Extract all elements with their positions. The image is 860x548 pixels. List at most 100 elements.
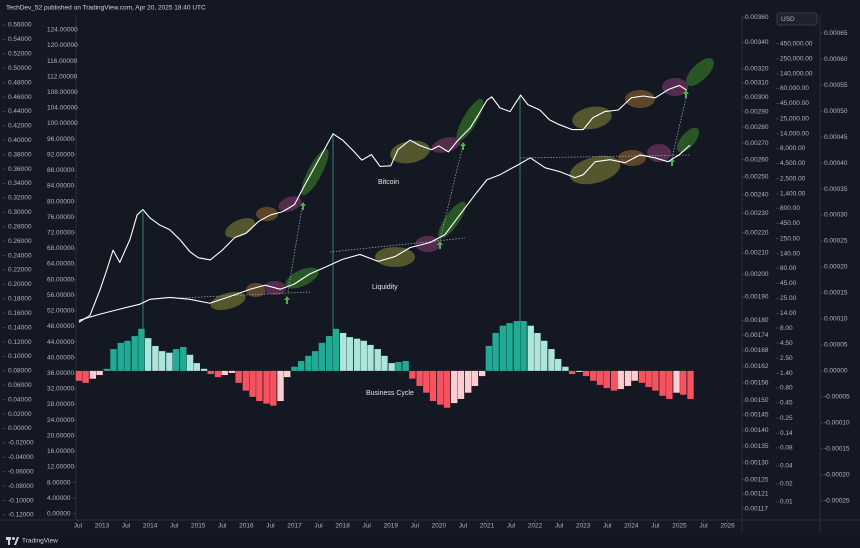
y-tick-label: 0.00290 xyxy=(745,109,769,116)
bar xyxy=(492,332,499,371)
footer-logo xyxy=(6,537,19,545)
bar xyxy=(82,370,89,383)
x-tick-label: Jul xyxy=(459,523,468,530)
currency[interactable]: USD xyxy=(781,16,795,23)
x-tick-label: 2022 xyxy=(528,523,543,530)
bar xyxy=(513,321,520,371)
bar xyxy=(172,349,180,371)
ellipse xyxy=(431,137,461,153)
bar xyxy=(429,370,437,402)
y-tick-label: 0.04000 xyxy=(8,396,32,403)
x-tick-label: Jul xyxy=(411,523,420,530)
y-tick-label: -0.00015 xyxy=(824,446,850,453)
x-tick-label: Jul xyxy=(362,523,371,530)
y-tick-label: 88.00000 xyxy=(47,167,74,174)
y-tick-label: 0.00162 xyxy=(745,363,769,370)
y-tick-label: 800.00 xyxy=(780,205,800,212)
bar xyxy=(576,370,583,372)
y-tick-label: 0.04 xyxy=(780,463,793,470)
bar xyxy=(402,361,409,371)
bar xyxy=(207,370,214,375)
bar xyxy=(374,349,381,371)
bar xyxy=(214,370,222,378)
ellipse xyxy=(390,140,430,164)
bar xyxy=(534,332,541,371)
x-tick-label: Jul xyxy=(122,523,131,530)
bar xyxy=(395,362,402,371)
y-tick-label: 0.00135 xyxy=(745,443,769,450)
bar xyxy=(318,342,326,371)
y-tick-label: -0.02000 xyxy=(8,440,34,447)
x-tick-label: Jul xyxy=(314,523,323,530)
bar xyxy=(638,370,646,383)
bar xyxy=(451,370,458,404)
y-tick-label: 0.00250 xyxy=(745,174,769,181)
y-tick-label: -0.06000 xyxy=(8,468,34,475)
bar xyxy=(590,370,597,381)
y-tick-label: 0.18000 xyxy=(8,296,32,303)
y-tick-label: 0.01 xyxy=(780,499,793,506)
x-tick-label: Jul xyxy=(699,523,708,530)
bar xyxy=(138,328,145,371)
dotted-line xyxy=(519,154,691,159)
x-tick-label: 2024 xyxy=(624,523,639,530)
bar xyxy=(596,370,604,385)
trend-lines xyxy=(179,97,691,299)
currency-box[interactable] xyxy=(776,12,818,26)
y-tick-label: 0.00210 xyxy=(745,250,769,257)
y-tick-label: 96.00000 xyxy=(47,136,74,143)
y-tick-label: 0.00025 xyxy=(824,238,848,245)
bar xyxy=(158,351,166,371)
y-tick-label: 0.08000 xyxy=(8,368,32,375)
bar xyxy=(624,370,632,386)
ellipse xyxy=(625,90,655,108)
bar xyxy=(687,370,694,399)
y-tick-label: 0.48000 xyxy=(8,79,32,86)
bar xyxy=(200,368,208,371)
y-tick-label: 124.00000 xyxy=(47,27,78,34)
y-tick-label: 0.00055 xyxy=(824,82,848,89)
y-tick-label: 0.00360 xyxy=(745,14,769,21)
y-tick-label: 0.00125 xyxy=(745,476,769,483)
y-tick-label: -0.00005 xyxy=(824,394,850,401)
y-tick-label: 68.00000 xyxy=(47,245,74,252)
y-tick-label: 116.00000 xyxy=(47,58,78,65)
bar xyxy=(131,336,138,371)
bar xyxy=(437,370,444,405)
arrow xyxy=(460,142,466,150)
y-tick-label: 0.44000 xyxy=(8,108,32,115)
ellipse xyxy=(225,218,255,238)
bar xyxy=(527,325,534,371)
bar xyxy=(89,370,97,379)
bar xyxy=(478,370,486,377)
bar xyxy=(680,370,687,395)
cycle-markers xyxy=(142,95,521,332)
x-tick-label: 2013 xyxy=(95,523,110,530)
bar xyxy=(144,338,152,371)
y-tick-label: 0.02 xyxy=(780,481,793,488)
arrow xyxy=(284,296,290,304)
x-tick-label: Jul xyxy=(170,523,179,530)
bar xyxy=(416,370,423,386)
y-tick-label: 56.00000 xyxy=(47,292,74,299)
y-tick-label: 0.00050 xyxy=(824,108,848,115)
x-tick-label: 2026 xyxy=(720,523,735,530)
bar xyxy=(346,337,354,371)
footer: TradingView xyxy=(22,538,58,545)
bar xyxy=(548,349,555,371)
bar xyxy=(617,370,624,390)
y-tick-label: 0.00145 xyxy=(745,412,769,419)
y-tick-label: -0.08000 xyxy=(8,483,34,490)
x-tick-label: Jul xyxy=(555,523,564,530)
bar xyxy=(443,370,451,408)
y-tick-label: 80.00000 xyxy=(47,198,74,205)
x-tick-label: 2015 xyxy=(191,523,206,530)
bar xyxy=(409,370,416,379)
y-tick-label: -0.00020 xyxy=(824,472,850,479)
arrows xyxy=(284,90,689,304)
y-tick-label: 120.00000 xyxy=(47,42,78,49)
bar xyxy=(631,370,638,381)
y-tick-label: -0.00010 xyxy=(824,420,850,427)
